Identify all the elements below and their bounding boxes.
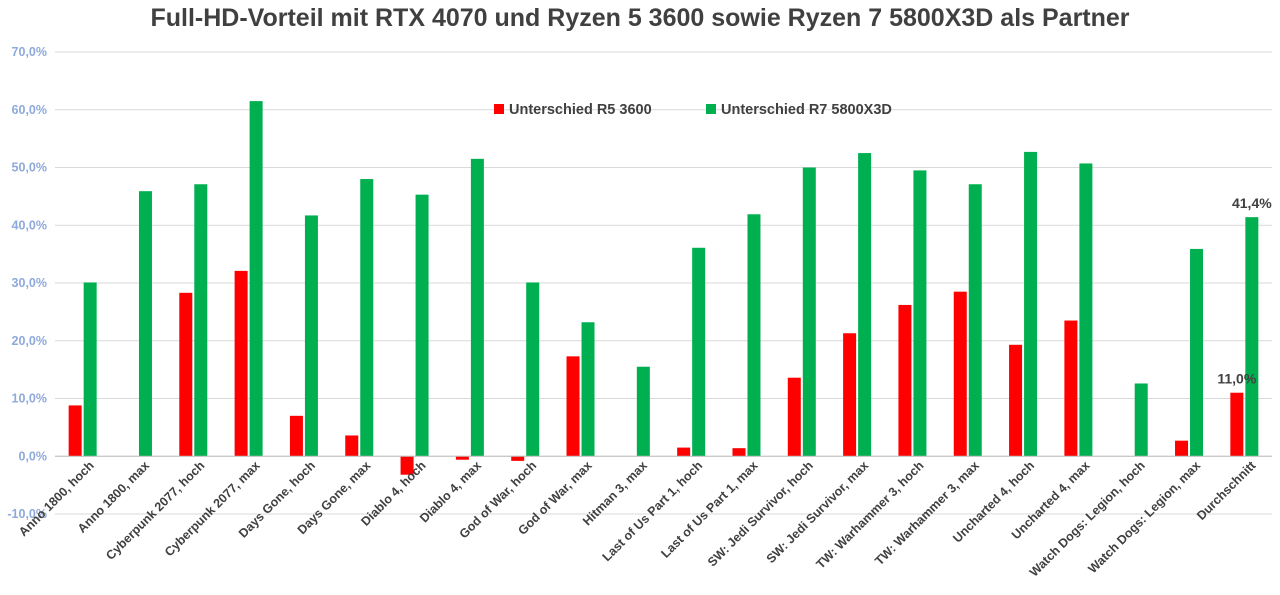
bar-r5-3600	[68, 405, 82, 457]
category-label: SW: Jedi Survivor, max	[764, 458, 872, 566]
bar-r7-5800x3d	[913, 170, 927, 457]
bar-r5-3600	[1064, 320, 1078, 457]
bar-r5-3600	[400, 456, 414, 475]
y-tick-label: 70,0%	[12, 45, 47, 59]
bar-r7-5800x3d	[692, 247, 706, 457]
bar-r7-5800x3d	[249, 101, 263, 457]
axis: -10,0% 0,0% 10,0% 20,0% 30,0% 40,0% 50,0% 60,0%…	[7, 45, 1272, 521]
chart-title: Full-HD-Vorteil mit RTX 4070 und Ryzen 5…	[150, 4, 1130, 32]
bar-r7-5800x3d	[968, 184, 982, 457]
bar-r5-3600	[787, 377, 801, 457]
bar-r7-5800x3d	[1079, 163, 1093, 457]
bar-r7-5800x3d	[470, 158, 484, 457]
legend-label: Unterschied R5 3600	[509, 102, 652, 118]
y-tick-label: 0,0%	[19, 449, 48, 463]
category-label: Cyberpunk 2077, max	[162, 458, 263, 559]
bar-r5-3600	[289, 415, 303, 457]
y-tick-label: 50,0%	[12, 161, 47, 175]
bar-r7-5800x3d	[194, 184, 208, 457]
bar-r5-3600	[511, 456, 525, 461]
bar-r7-5800x3d	[802, 167, 816, 457]
bar-r7-5800x3d	[83, 282, 97, 457]
y-tick-label: 60,0%	[12, 103, 47, 117]
legend-swatch	[706, 104, 716, 114]
data-label: 41,4%	[1232, 195, 1272, 211]
legend-swatch	[494, 104, 504, 114]
bar-r7-5800x3d	[415, 194, 429, 457]
bar-r5-3600	[898, 304, 912, 457]
category-label: TW: Warhammer 3, hoch	[814, 458, 927, 571]
bar-r7-5800x3d	[858, 153, 872, 457]
y-tick-label: 20,0%	[12, 334, 47, 348]
bar-r5-3600	[1009, 344, 1023, 457]
category-label: Cyberpunk 2077, hoch	[103, 458, 207, 562]
bar-r5-3600	[566, 356, 580, 457]
bar-r5-3600	[345, 435, 359, 457]
bar-r7-5800x3d	[304, 215, 318, 457]
legend: Unterschied R5 3600 Unterschied R7 5800X3…	[494, 102, 892, 118]
bar-r5-3600	[843, 333, 857, 457]
legend-label: Unterschied R7 5800X3D	[721, 102, 892, 118]
bar-r5-3600	[732, 448, 746, 457]
y-tick-label: -10,0%	[7, 507, 47, 521]
data-label: 11,0%	[1217, 371, 1256, 387]
category-label: Watch Dogs: Legion, hoch	[1027, 458, 1148, 579]
category-label: TW: Warhammer 3, max	[872, 458, 982, 568]
y-tick-label: 10,0%	[12, 392, 47, 406]
bar-r5-3600	[234, 270, 248, 457]
bar-r5-3600	[455, 456, 469, 460]
bar-r7-5800x3d	[1134, 383, 1148, 457]
bar-r5-3600	[953, 291, 967, 457]
category-label: Durchschnitt	[1194, 458, 1259, 523]
bars	[68, 101, 1259, 475]
bar-r5-3600	[1175, 440, 1189, 457]
bar-r7-5800x3d	[581, 322, 595, 457]
y-tick-label: 40,0%	[12, 218, 47, 232]
bar-r7-5800x3d	[526, 282, 540, 457]
y-tick-label: 30,0%	[12, 276, 47, 290]
bar-r7-5800x3d	[747, 214, 761, 457]
bar-r5-3600	[179, 292, 193, 457]
bar-r7-5800x3d	[1024, 151, 1038, 457]
bar-r7-5800x3d	[1245, 217, 1259, 457]
bar-r5-3600	[1230, 392, 1244, 457]
category-label: Last of Us Part 1, max	[658, 458, 760, 560]
bar-r5-3600	[677, 447, 691, 457]
bar-r7-5800x3d	[636, 366, 650, 457]
category-label: Last of Us Part 1, hoch	[600, 458, 706, 564]
bar-r7-5800x3d	[1190, 248, 1204, 457]
category-label: Watch Dogs: Legion, max	[1086, 458, 1204, 576]
bar-r7-5800x3d	[138, 191, 152, 457]
bar-r7-5800x3d	[360, 179, 374, 457]
